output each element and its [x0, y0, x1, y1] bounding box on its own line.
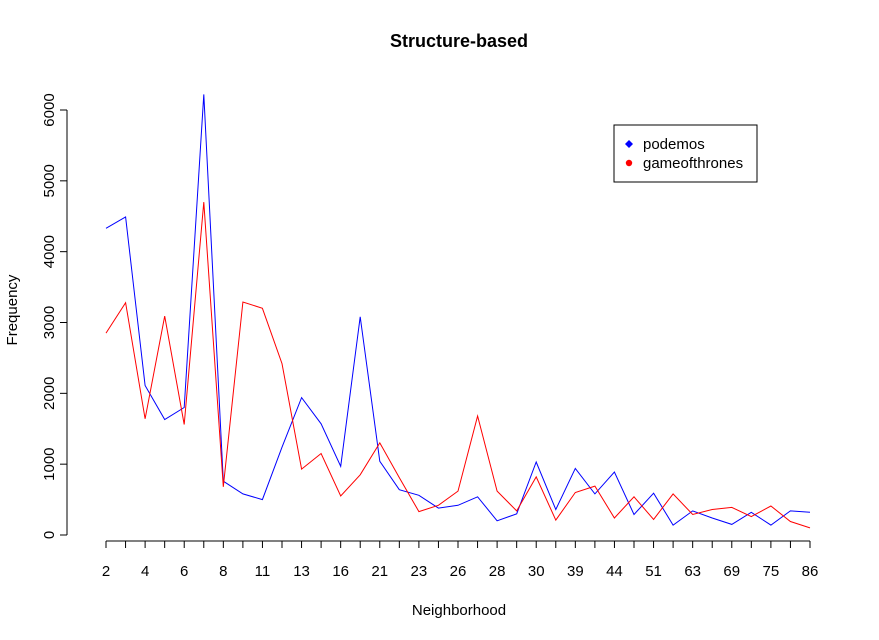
x-axis-ticks: 2 4 6 8 11 13 16 21 23 26 28 30 39 44 51 63 69 75 86	[102, 541, 819, 580]
y-tick-label: 4000	[41, 235, 58, 268]
legend-label-podemos: podemos	[643, 136, 705, 153]
y-axis: 0 1000 2000 3000 4000 5000 6000	[41, 93, 68, 539]
x-tick-label: 8	[219, 563, 227, 580]
x-tick-label: 75	[763, 563, 780, 580]
y-axis-label: Frequency	[4, 274, 21, 345]
x-tick-label: 86	[802, 563, 819, 580]
chart-title: Structure-based	[390, 31, 528, 51]
x-tick-label: 26	[450, 563, 467, 580]
legend: podemos gameofthrones	[613, 124, 758, 183]
series-lines	[105, 94, 811, 529]
series-line-gameofthrones	[105, 202, 811, 529]
x-tick-label: 23	[411, 563, 428, 580]
y-tick-label: 2000	[41, 377, 58, 410]
y-axis-ticks: 0 1000 2000 3000 4000 5000 6000	[41, 93, 67, 539]
legend-label-gameofthrones: gameofthrones	[643, 155, 743, 172]
x-tick-label: 63	[684, 563, 701, 580]
x-tick-label: 11	[255, 563, 271, 580]
legend-marker-gameofthrones	[625, 159, 633, 167]
x-tick-label: 2	[102, 563, 110, 580]
x-tick-label: 13	[293, 563, 310, 580]
x-tick-label: 69	[723, 563, 740, 580]
x-tick-label: 28	[489, 563, 506, 580]
x-tick-label: 39	[567, 563, 584, 580]
x-axis-label: Neighborhood	[412, 602, 506, 619]
y-tick-label: 6000	[41, 93, 58, 126]
x-axis: 2 4 6 8 11 13 16 21 23 26 28 30 39 44 51 63 69 75 86	[102, 540, 819, 580]
y-tick-label: 1000	[41, 447, 58, 480]
x-tick-label: 44	[606, 563, 623, 580]
y-tick-label: 3000	[41, 306, 58, 339]
x-tick-label: 21	[371, 563, 388, 580]
x-tick-label: 30	[528, 563, 545, 580]
x-tick-label: 51	[645, 563, 662, 580]
y-tick-label: 5000	[41, 164, 58, 197]
legend-marker-podemos	[625, 140, 633, 148]
x-tick-label: 4	[141, 563, 149, 580]
x-tick-label: 16	[332, 563, 349, 580]
y-tick-label: 0	[41, 531, 58, 539]
x-tick-label: 6	[180, 563, 188, 580]
legend-items: podemos gameofthrones	[625, 136, 743, 172]
legend-box	[613, 124, 758, 183]
